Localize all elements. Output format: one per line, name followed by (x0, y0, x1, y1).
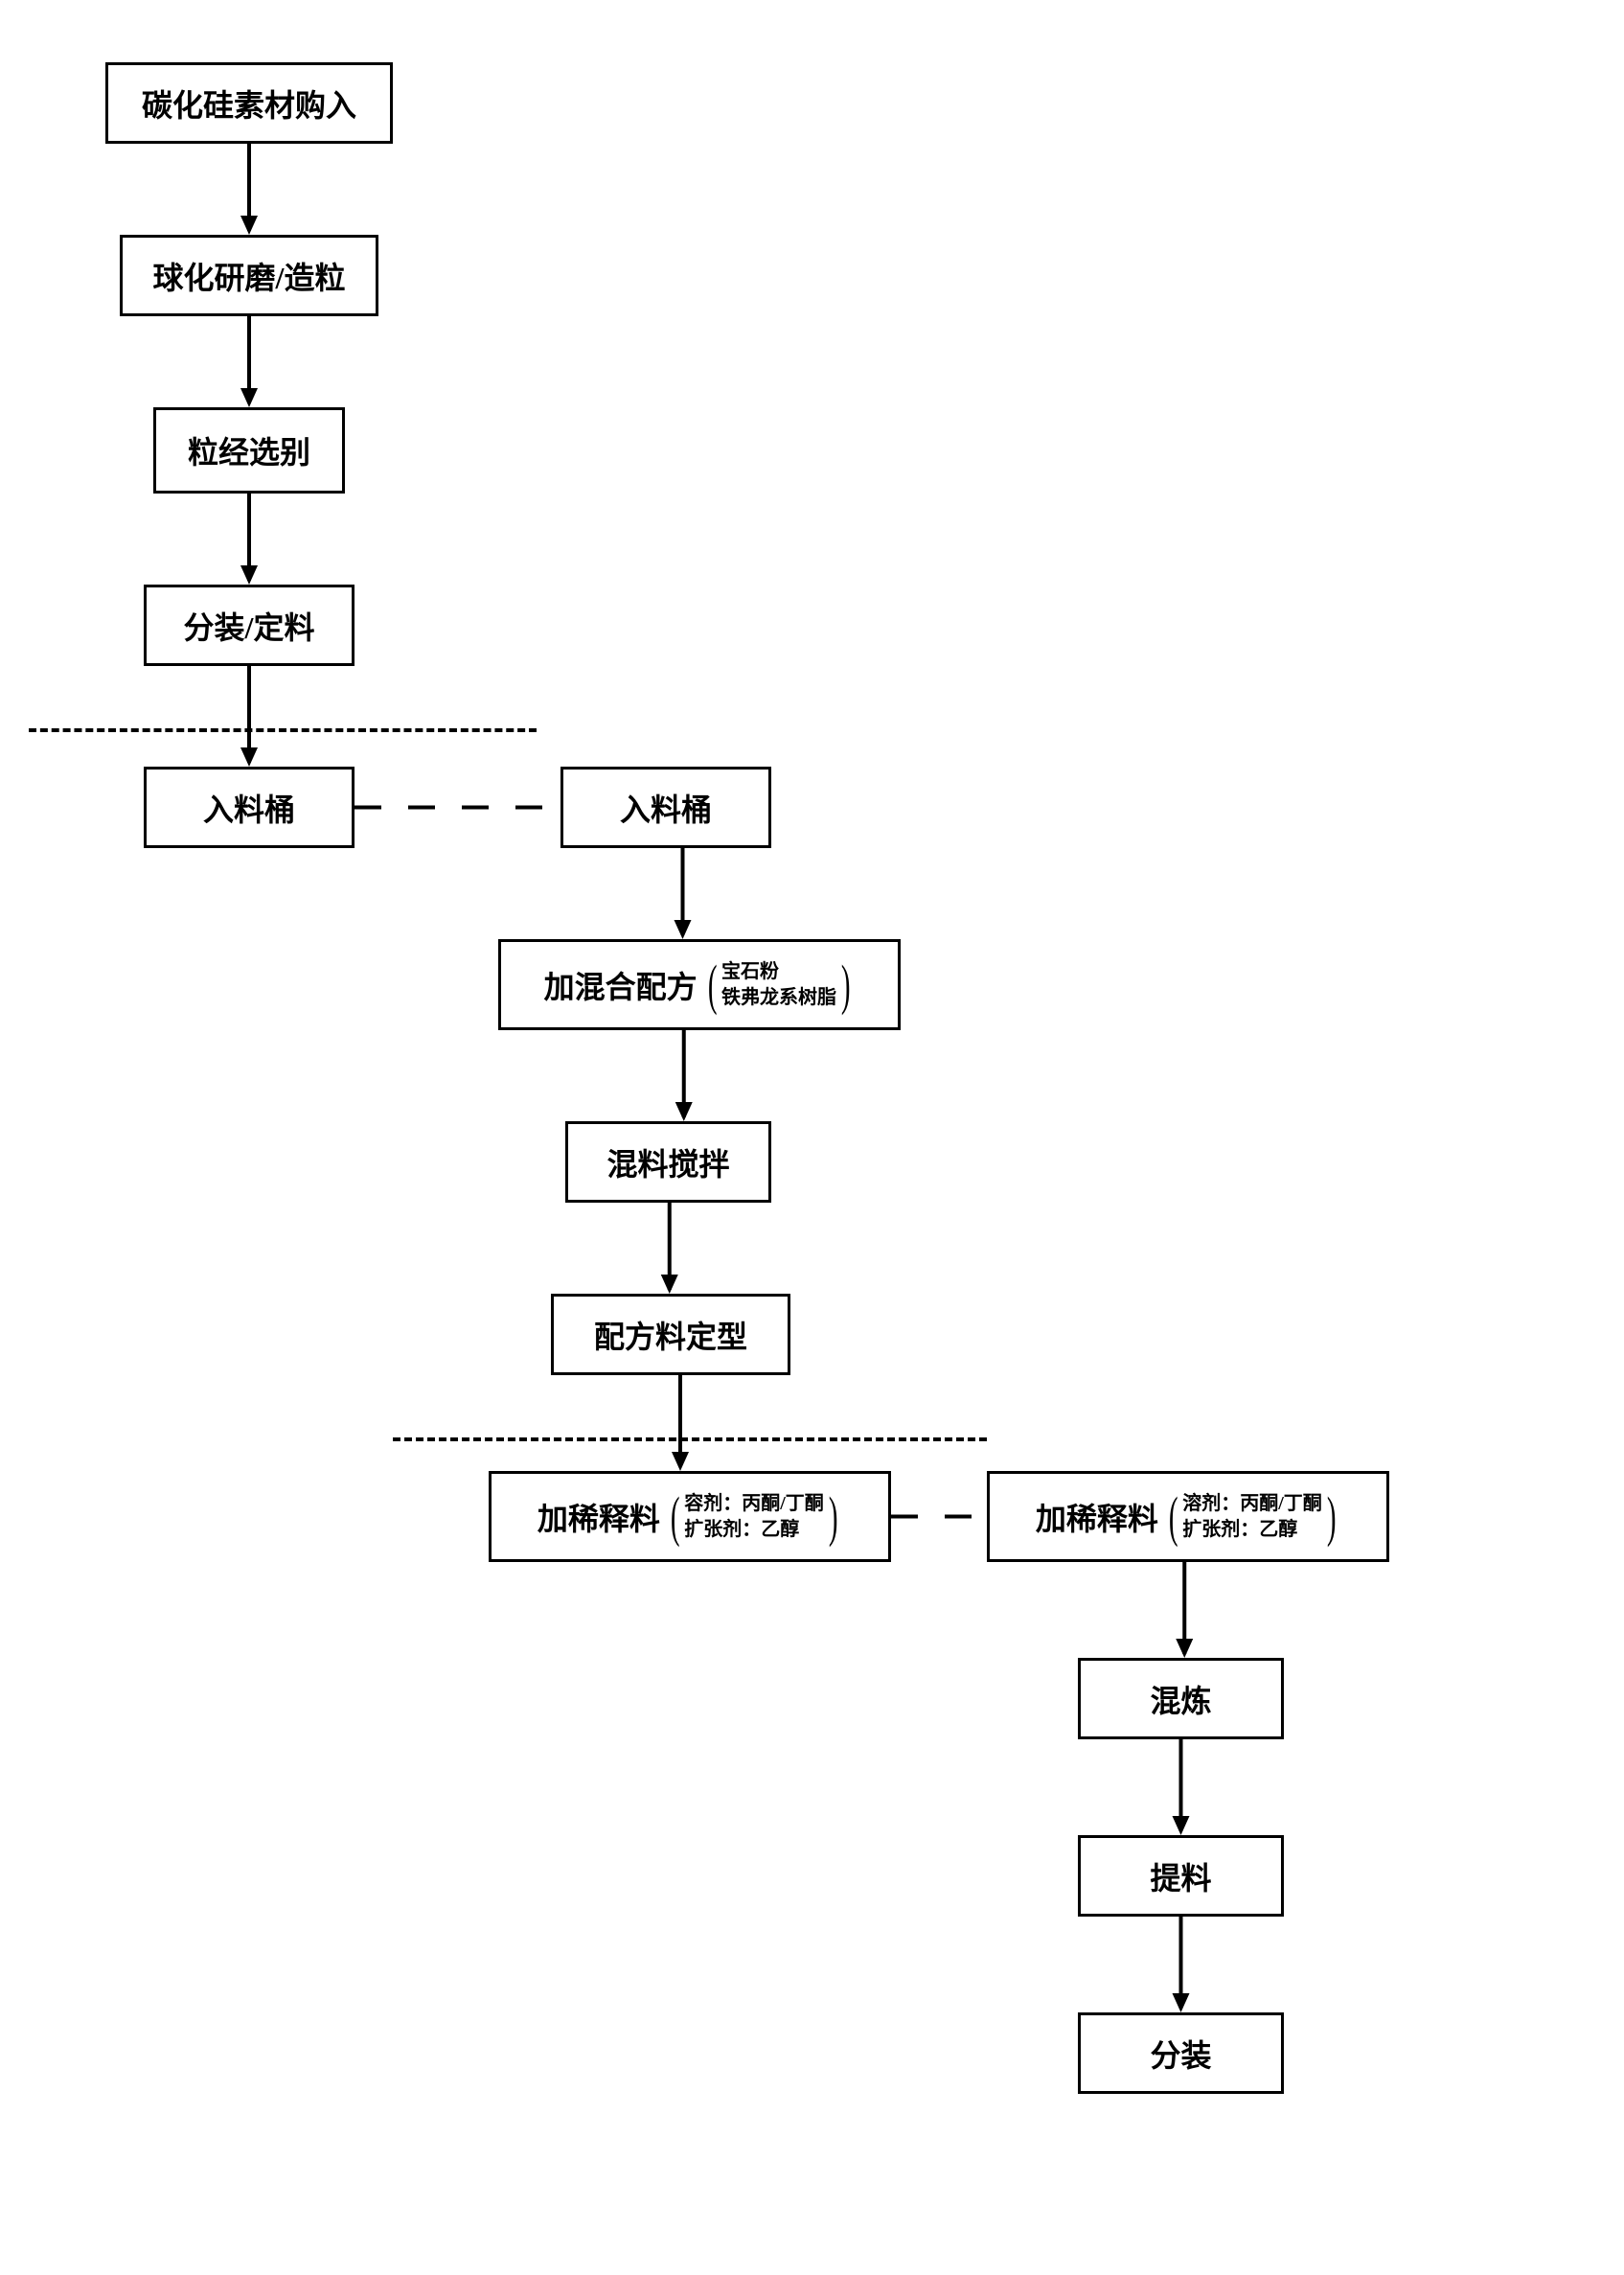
paren-line: 扩张剂：乙醇 (684, 1517, 824, 1543)
right-paren-icon: ) (1327, 1489, 1337, 1545)
arrowhead-icon (240, 388, 258, 407)
flow-node-n4: 分装/定料 (144, 585, 355, 666)
flow-node-n12: 混炼 (1078, 1658, 1284, 1739)
arrowhead-icon (1173, 1993, 1190, 2012)
flow-node-n8: 混料搅拌 (565, 1121, 771, 1203)
flow-node-n14: 分装 (1078, 2012, 1284, 2094)
arrowhead-icon (1173, 1816, 1190, 1835)
flow-node-n11: 加稀释料(溶剂：丙酮/丁酮扩张剂：乙醇) (987, 1471, 1389, 1562)
flow-node-n13: 提料 (1078, 1835, 1284, 1917)
node-label: 混炼 (1150, 1677, 1211, 1721)
flow-node-n3: 粒经选别 (153, 407, 345, 494)
node-label: 加混合配方 (544, 963, 698, 1007)
arrowhead-icon (1176, 1639, 1193, 1658)
flow-node-n9: 配方料定型 (551, 1294, 790, 1375)
node-label: 加稀释料 (538, 1495, 660, 1539)
paren-line: 宝石粉 (721, 959, 836, 985)
paren-line: 溶剂：丙酮/丁酮 (1182, 1491, 1322, 1517)
arrowhead-icon (240, 747, 258, 767)
node-label: 粒经选别 (188, 428, 310, 472)
paren-line: 扩张剂：乙醇 (1182, 1517, 1322, 1543)
flow-node-n6: 入料桶 (560, 767, 771, 848)
node-label: 混料搅拌 (606, 1140, 729, 1184)
arrowhead-icon (240, 565, 258, 585)
paren-group: (容剂：丙酮/丁酮扩张剂：乙醇) (666, 1489, 842, 1545)
flow-node-n7: 加混合配方(宝石粉铁弗龙系树脂) (498, 939, 901, 1030)
paren-group: (宝石粉铁弗龙系树脂) (703, 957, 856, 1013)
flow-node-n10: 加稀释料(容剂：丙酮/丁酮扩张剂：乙醇) (489, 1471, 891, 1562)
node-label: 入料桶 (620, 786, 712, 830)
node-label: 配方料定型 (594, 1313, 747, 1357)
paren-lines: 容剂：丙酮/丁酮扩张剂：乙醇 (684, 1491, 824, 1543)
paren-lines: 宝石粉铁弗龙系树脂 (721, 959, 836, 1011)
connectors-layer (29, 29, 1624, 2246)
right-paren-icon: ) (841, 957, 851, 1013)
paren-line: 铁弗龙系树脂 (721, 985, 836, 1011)
node-label: 入料桶 (203, 786, 295, 830)
left-paren-icon: ( (671, 1489, 680, 1545)
flow-node-n1: 碳化硅素材购入 (105, 62, 393, 144)
paren-group: (溶剂：丙酮/丁酮扩张剂：乙醇) (1164, 1489, 1340, 1545)
arrowhead-icon (672, 1452, 689, 1471)
section-divider (393, 1437, 987, 1441)
arrowhead-icon (675, 920, 692, 939)
arrowhead-icon (240, 216, 258, 235)
node-label: 分装/定料 (184, 604, 315, 648)
node-label: 分装 (1150, 2032, 1211, 2076)
flow-node-n2: 球化研磨/造粒 (120, 235, 378, 316)
left-paren-icon: ( (708, 957, 718, 1013)
paren-lines: 溶剂：丙酮/丁酮扩张剂：乙醇 (1182, 1491, 1322, 1543)
node-label: 提料 (1150, 1854, 1211, 1898)
flowchart-canvas: 碳化硅素材购入球化研磨/造粒粒经选别分装/定料入料桶入料桶加混合配方(宝石粉铁弗… (29, 29, 1624, 2246)
arrowhead-icon (675, 1102, 693, 1121)
arrowhead-icon (661, 1275, 678, 1294)
right-paren-icon: ) (829, 1489, 838, 1545)
node-label: 球化研磨/造粒 (153, 254, 346, 298)
node-label: 碳化硅素材购入 (142, 81, 356, 126)
node-label: 加稀释料 (1036, 1495, 1158, 1539)
left-paren-icon: ( (1169, 1489, 1178, 1545)
paren-line: 容剂：丙酮/丁酮 (684, 1491, 824, 1517)
section-divider (29, 728, 537, 732)
flow-node-n5: 入料桶 (144, 767, 355, 848)
